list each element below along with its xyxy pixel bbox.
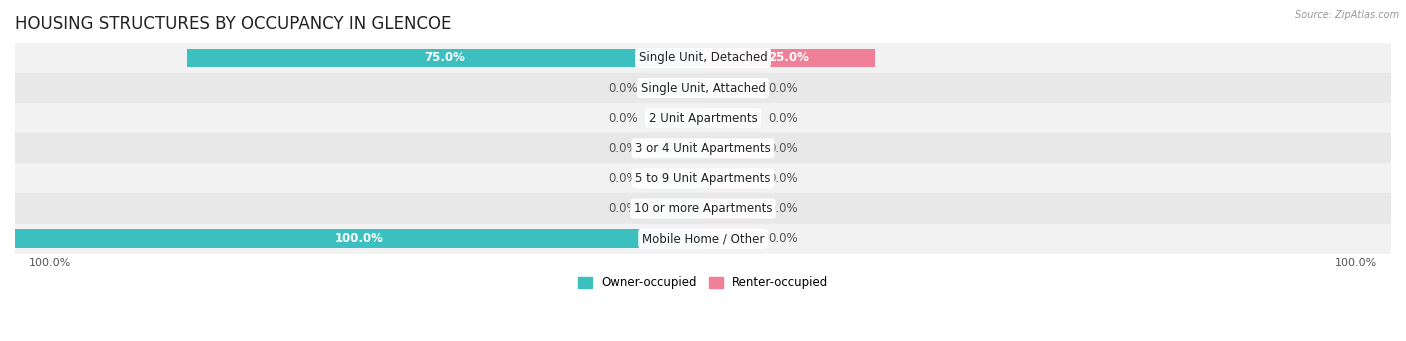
Bar xyxy=(703,49,875,67)
Bar xyxy=(703,109,758,128)
Bar xyxy=(187,49,703,67)
Text: 100.0%: 100.0% xyxy=(1334,258,1378,268)
Text: 0.0%: 0.0% xyxy=(768,172,799,185)
Text: Single Unit, Attached: Single Unit, Attached xyxy=(641,81,765,94)
Legend: Owner-occupied, Renter-occupied: Owner-occupied, Renter-occupied xyxy=(572,272,834,294)
Text: 0.0%: 0.0% xyxy=(607,202,638,215)
Text: Mobile Home / Other: Mobile Home / Other xyxy=(641,232,765,245)
Bar xyxy=(703,139,758,158)
Text: 0.0%: 0.0% xyxy=(607,142,638,155)
Text: 10 or more Apartments: 10 or more Apartments xyxy=(634,202,772,215)
Bar xyxy=(15,193,1391,224)
Bar xyxy=(15,43,1391,73)
Bar xyxy=(648,139,703,158)
Text: 0.0%: 0.0% xyxy=(607,81,638,94)
Bar xyxy=(15,73,1391,103)
Text: 25.0%: 25.0% xyxy=(769,51,810,64)
Text: Single Unit, Detached: Single Unit, Detached xyxy=(638,51,768,64)
Text: 100.0%: 100.0% xyxy=(28,258,72,268)
Bar xyxy=(703,169,758,188)
Bar xyxy=(648,79,703,98)
Bar xyxy=(15,163,1391,193)
Text: 0.0%: 0.0% xyxy=(607,112,638,125)
Text: 2 Unit Apartments: 2 Unit Apartments xyxy=(648,112,758,125)
Text: 5 to 9 Unit Apartments: 5 to 9 Unit Apartments xyxy=(636,172,770,185)
Text: 0.0%: 0.0% xyxy=(768,232,799,245)
Bar xyxy=(648,109,703,128)
Bar xyxy=(15,133,1391,163)
Text: 0.0%: 0.0% xyxy=(768,81,799,94)
Text: 0.0%: 0.0% xyxy=(768,112,799,125)
Text: 0.0%: 0.0% xyxy=(768,202,799,215)
Bar xyxy=(703,229,758,248)
Bar xyxy=(703,199,758,218)
Text: 0.0%: 0.0% xyxy=(768,142,799,155)
Bar xyxy=(703,79,758,98)
Text: 100.0%: 100.0% xyxy=(335,232,384,245)
Text: 75.0%: 75.0% xyxy=(425,51,465,64)
Text: 3 or 4 Unit Apartments: 3 or 4 Unit Apartments xyxy=(636,142,770,155)
Bar xyxy=(15,224,1391,254)
Text: Source: ZipAtlas.com: Source: ZipAtlas.com xyxy=(1295,10,1399,20)
Bar xyxy=(648,169,703,188)
Text: 0.0%: 0.0% xyxy=(607,172,638,185)
Bar xyxy=(15,229,703,248)
Text: HOUSING STRUCTURES BY OCCUPANCY IN GLENCOE: HOUSING STRUCTURES BY OCCUPANCY IN GLENC… xyxy=(15,15,451,33)
Bar xyxy=(648,199,703,218)
Bar xyxy=(15,103,1391,133)
